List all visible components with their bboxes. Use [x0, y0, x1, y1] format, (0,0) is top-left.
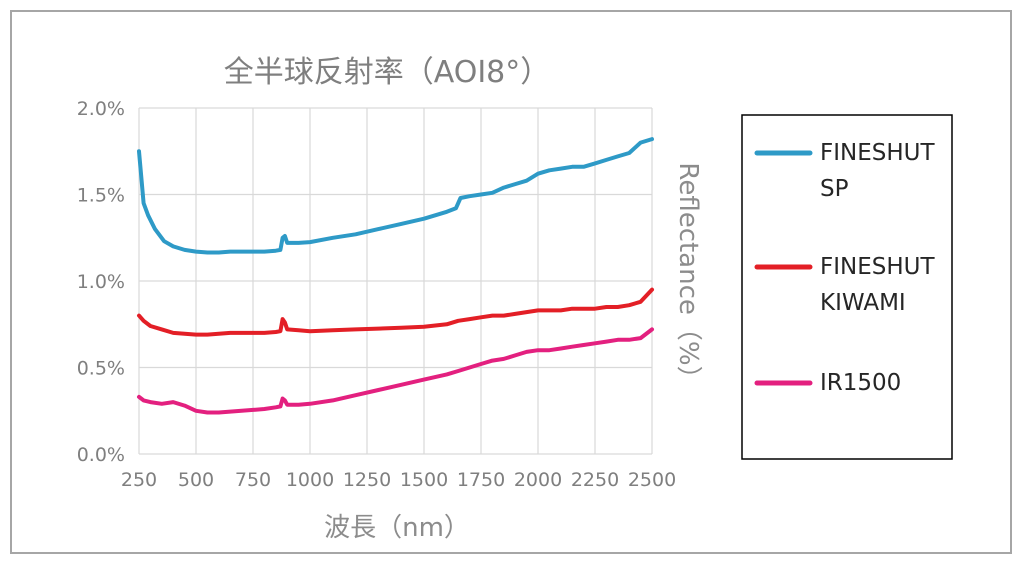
legend-label-line: FINESHUT	[820, 140, 935, 166]
legend-items: FINESHUT SP FINESHUT KIWAMI IR1500	[754, 140, 935, 396]
x-tick-label: 750	[235, 469, 271, 491]
x-tick-label: 500	[178, 469, 214, 491]
y-tick-label: 1.0%	[77, 271, 125, 293]
chart-frame: 全半球反射率（AOI8°） 0.0% 0.5% 1.0% 1.5% 2.0% 250 50…	[10, 10, 1012, 554]
y-tick-label: 0.5%	[77, 358, 125, 380]
legend-label: IR1500	[820, 370, 901, 396]
grid	[138, 107, 653, 455]
legend: FINESHUT SP FINESHUT KIWAMI IR1500	[741, 114, 953, 460]
legend-label-line: SP	[820, 176, 849, 202]
y-tick-label: 0.0%	[77, 444, 125, 466]
series-lines	[137, 137, 654, 415]
legend-box	[741, 114, 953, 460]
x-tick-label: 1000	[286, 469, 334, 491]
y-tick-label: 1.5%	[77, 185, 125, 207]
x-axis-title: 波長（nm）	[324, 513, 470, 543]
x-tick-label: 250	[121, 469, 157, 491]
y-tick-labels: 0.0% 0.5% 1.0% 1.5% 2.0%	[77, 98, 125, 466]
x-tick-label: 2500	[628, 469, 676, 491]
legend-label-line: FINESHUT	[820, 254, 935, 280]
series-line	[137, 137, 654, 255]
x-tick-label: 1500	[400, 469, 448, 491]
legend-label: FINESHUT SP	[820, 140, 935, 202]
y-axis-title: Reflectance（%）	[673, 162, 703, 391]
legend-label: FINESHUT KIWAMI	[820, 254, 935, 316]
x-tick-labels: 250 500 750 1000 1250 1500 1750 2000 2250 2500	[121, 469, 676, 491]
x-tick-label: 1250	[343, 469, 391, 491]
legend-label-line: KIWAMI	[820, 290, 906, 316]
series-line	[137, 327, 654, 415]
x-tick-label: 2000	[514, 469, 562, 491]
y-tick-label: 2.0%	[77, 98, 125, 120]
reflectance-chart: 全半球反射率（AOI8°） 0.0% 0.5% 1.0% 1.5% 2.0% 250 50…	[77, 55, 953, 543]
chart-title: 全半球反射率（AOI8°）	[224, 55, 551, 90]
x-tick-label: 2250	[571, 469, 619, 491]
legend-label-line: IR1500	[820, 370, 901, 396]
x-tick-label: 1750	[457, 469, 505, 491]
series-line	[137, 287, 654, 337]
